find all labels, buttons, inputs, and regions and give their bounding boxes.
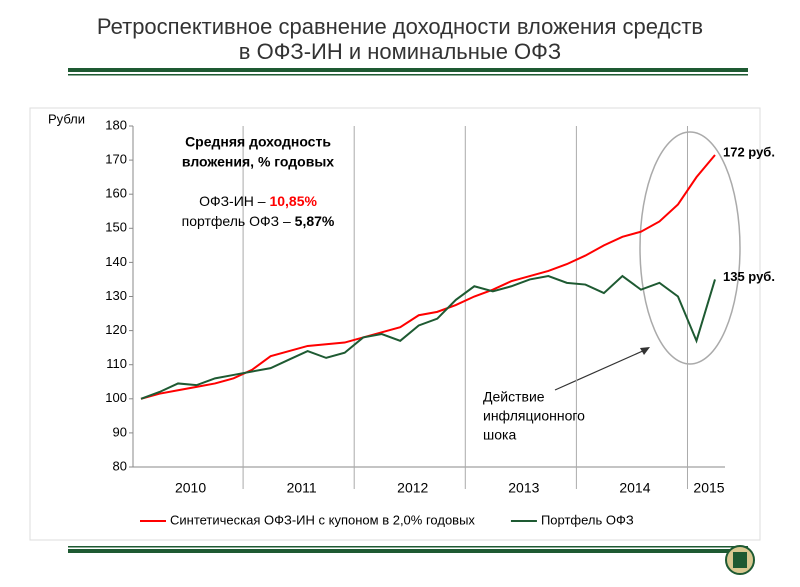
x-tick-label: 2010 <box>175 480 206 496</box>
y-tick-label: 90 <box>113 424 127 439</box>
y-tick-label: 100 <box>105 390 127 405</box>
x-tick-label: 2011 <box>287 480 317 496</box>
box-line-text: портфель ОФЗ – <box>182 213 295 229</box>
box-line-value: 5,87% <box>295 213 335 229</box>
end-label: 135 руб. <box>723 269 775 284</box>
end-label: 172 руб. <box>723 144 775 159</box>
legend-label: Синтетическая ОФЗ-ИН с купоном в 2,0% го… <box>170 512 475 527</box>
y-axis-label: Рубли <box>48 111 85 126</box>
header-rule <box>68 68 748 72</box>
box-line: портфель ОФЗ – 5,87% <box>182 213 335 229</box>
annotation: шока <box>483 427 516 443</box>
y-tick-label: 130 <box>105 288 127 303</box>
y-tick-label: 140 <box>105 254 127 269</box>
y-tick-label: 160 <box>105 186 127 201</box>
y-tick-label: 170 <box>105 152 127 167</box>
emblem <box>725 545 755 575</box>
annotation: инфляционного <box>483 408 585 424</box>
y-tick-label: 110 <box>106 356 127 371</box>
annotation-arrow <box>554 349 646 391</box>
box-line-value: 10,85% <box>269 193 317 209</box>
series-line <box>140 274 716 400</box>
x-tick-label: 2015 <box>693 480 724 496</box>
footer-rule <box>68 549 748 553</box>
box-heading: вложения, % годовых <box>182 154 334 170</box>
box-line: ОФЗ-ИН – 10,85% <box>199 193 317 209</box>
x-tick-label: 2012 <box>397 480 428 496</box>
y-tick-label: 120 <box>105 322 127 337</box>
footer-rule <box>68 546 748 548</box>
series-line <box>140 154 716 400</box>
annotation: Действие <box>483 389 545 405</box>
x-tick-label: 2013 <box>508 480 539 496</box>
x-tick-label: 2014 <box>619 480 650 496</box>
chart-title: в ОФЗ-ИН и номинальные ОФЗ <box>239 39 561 64</box>
y-tick-label: 180 <box>105 117 127 132</box>
chart-title: Ретроспективное сравнение доходности вло… <box>97 14 703 39</box>
arrowhead <box>640 347 650 355</box>
box-line-text: ОФЗ-ИН – <box>199 193 269 209</box>
highlight-ellipse <box>639 131 741 365</box>
chart-frame <box>29 107 761 541</box>
box-heading: Средняя доходность <box>185 134 331 150</box>
y-tick-label: 150 <box>105 220 127 235</box>
header-rule <box>68 74 748 76</box>
legend-label: Портфель ОФЗ <box>541 512 634 527</box>
y-tick-label: 80 <box>113 458 127 473</box>
